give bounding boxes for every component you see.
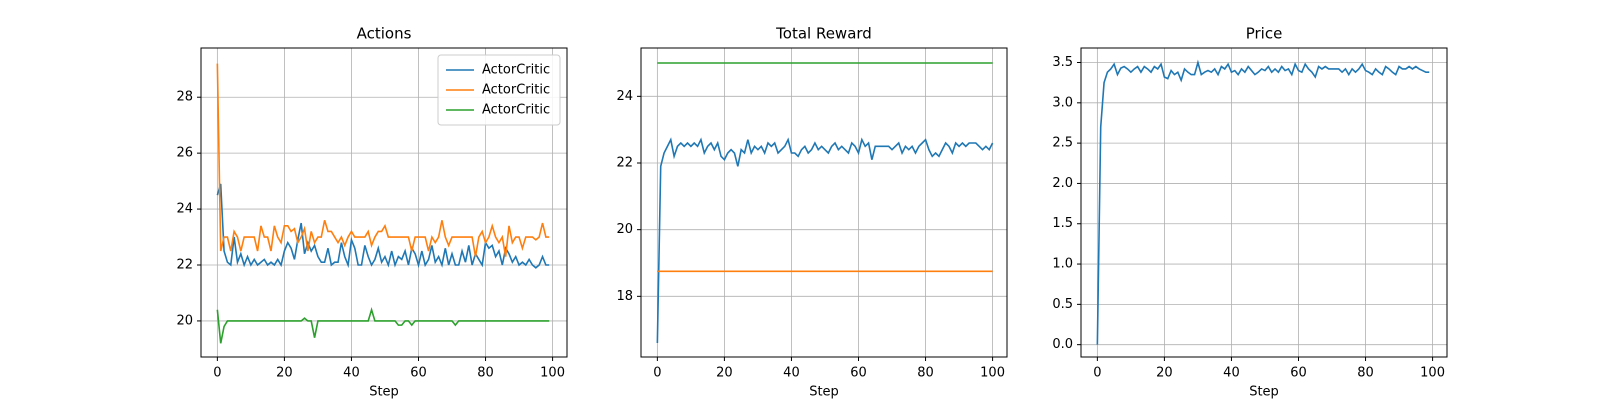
axes-frame	[200, 47, 568, 358]
x-tick-label: 0	[653, 366, 661, 381]
subplot: 0 20 40 60 80 100 0.0 0.5 1.0 1.5 2.0 2.5 3.0 3.5 Pric…	[1052, 25, 1448, 400]
y-tick-label: 22	[616, 156, 633, 171]
y-tick-label: 3.0	[1052, 95, 1073, 110]
x-tick-label: 60	[1290, 366, 1307, 381]
y-tick-label: 26	[176, 146, 193, 161]
chart-title: Price	[1246, 25, 1283, 43]
y-tick-label: 0.5	[1052, 297, 1073, 312]
y-tick-label: 1.0	[1052, 257, 1073, 272]
legend-label: ActorCritic	[482, 83, 550, 98]
y-tick-label: 28	[176, 90, 193, 105]
legend-label: ActorCritic	[482, 103, 550, 118]
data-line	[1096, 59, 1430, 345]
y-tick-label: 18	[616, 289, 633, 304]
x-tick-label: 80	[917, 366, 934, 381]
x-tick-label: 0	[213, 366, 221, 381]
x-tick-label: 0	[1093, 366, 1101, 381]
legend-label: ActorCritic	[482, 63, 550, 78]
data-line	[216, 183, 550, 269]
x-axis-label: Step	[1249, 385, 1279, 400]
y-tick-label: 20	[616, 222, 633, 237]
chart-title: Actions	[357, 25, 412, 43]
x-tick-label: 40	[343, 366, 360, 381]
x-tick-label: 20	[1156, 366, 1173, 381]
x-tick-label: 60	[410, 366, 427, 381]
y-tick-label: 2.5	[1052, 136, 1073, 151]
y-tick-label: 3.5	[1052, 55, 1073, 70]
x-tick-label: 100	[540, 366, 565, 381]
axes-frame	[1080, 47, 1448, 358]
data-line	[216, 306, 550, 344]
y-tick-label: 1.5	[1052, 216, 1073, 231]
x-tick-label: 40	[1223, 366, 1240, 381]
data-line	[656, 137, 994, 344]
x-tick-label: 40	[783, 366, 800, 381]
x-axis-label: Step	[369, 385, 399, 400]
subplot: 0 20 40 60 80 100 18 20 22 24 Total Reward Step	[616, 25, 1008, 400]
x-tick-label: 100	[980, 366, 1005, 381]
y-tick-label: 24	[616, 89, 633, 104]
x-axis-label: Step	[809, 385, 839, 400]
data-line	[216, 63, 550, 257]
legend-box	[437, 54, 561, 126]
x-tick-label: 20	[716, 366, 733, 381]
y-tick-label: 20	[176, 313, 193, 328]
x-tick-label: 80	[1357, 366, 1374, 381]
x-tick-label: 20	[276, 366, 293, 381]
y-tick-label: 22	[176, 257, 193, 272]
y-tick-label: 2.0	[1052, 176, 1073, 191]
y-tick-label: 24	[176, 202, 193, 217]
x-tick-label: 80	[477, 366, 494, 381]
chart-title: Total Reward	[775, 25, 872, 43]
subplot: 0 20 40 60 80 100 20 22 24 26 28 Actions Step ActorCr…	[176, 25, 568, 400]
y-tick-label: 0.0	[1052, 337, 1073, 352]
axes-frame	[640, 47, 1008, 358]
x-tick-label: 100	[1420, 366, 1445, 381]
x-tick-label: 60	[850, 366, 867, 381]
